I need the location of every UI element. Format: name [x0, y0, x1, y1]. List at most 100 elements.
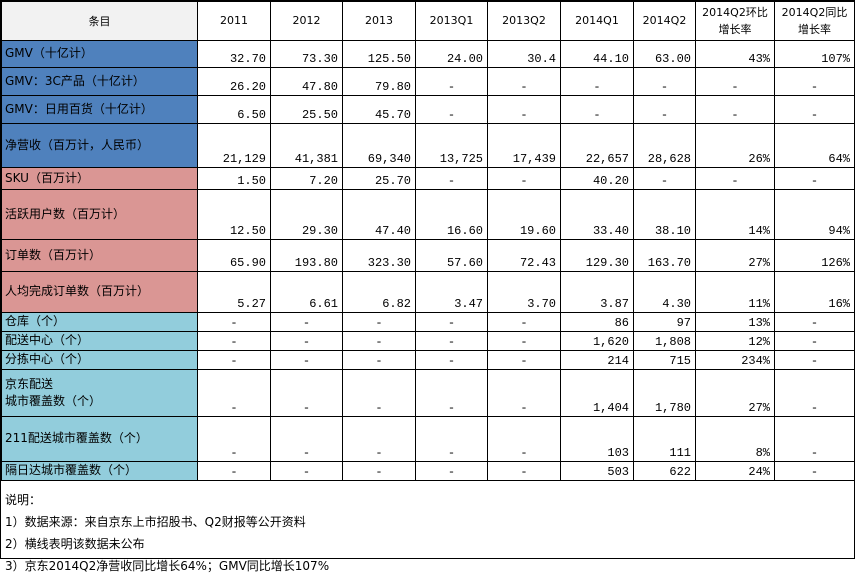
- value-cell: -: [487, 416, 561, 462]
- row-label: 京东配送 城市覆盖数（个）: [1, 369, 198, 417]
- value-cell: 1,780: [633, 369, 696, 417]
- value-cell: -: [633, 95, 696, 124]
- value-cell: 323.30: [342, 239, 416, 272]
- data-row: 211配送城市覆盖数（个） - - - - -103 111 8% -: [1, 416, 855, 462]
- value-cell: 26.20: [197, 67, 271, 96]
- value-cell: 65.90: [197, 239, 271, 272]
- value-cell: -: [774, 369, 855, 417]
- value-cell: -: [197, 312, 271, 332]
- value-cell: -: [774, 67, 855, 96]
- value-cell: -: [270, 416, 343, 462]
- value-cell: -: [270, 461, 343, 481]
- value-cell: 28,628: [633, 123, 696, 168]
- data-row: 人均完成订单数（百万计） 5.27 6.61 6.82 3.47 3.70 3.87 4.30…: [1, 271, 855, 313]
- value-cell: 1.50: [197, 167, 271, 190]
- value-cell: 3.70: [487, 271, 561, 313]
- value-cell: 6.82: [342, 271, 416, 313]
- value-cell: -: [774, 312, 855, 332]
- notes: 说明： 1）数据来源：来自京东上市招股书、Q2财报等公开资料 2）横线表明该数据未公…: [1, 481, 854, 577]
- value-cell: 14%: [695, 189, 775, 240]
- note-line: 2）横线表明该数据未公布: [5, 537, 145, 551]
- value-cell: 47.80: [270, 67, 343, 96]
- header-cell: 2011: [197, 1, 271, 41]
- value-cell: 32.70: [197, 40, 271, 68]
- value-cell: -: [487, 350, 561, 370]
- value-cell: -: [415, 350, 488, 370]
- data-row: 京东配送 城市覆盖数（个） - - - - -1,404 1,780 27% -: [1, 369, 855, 417]
- value-cell: -: [342, 312, 416, 332]
- value-cell: -: [774, 167, 855, 190]
- value-cell: -: [695, 95, 775, 124]
- value-cell: 163.70: [633, 239, 696, 272]
- value-cell: 1,404: [560, 369, 634, 417]
- value-cell: 214: [560, 350, 634, 370]
- value-cell: 17,439: [487, 123, 561, 168]
- value-cell: 30.4: [487, 40, 561, 68]
- value-cell: -: [487, 331, 561, 351]
- value-cell: -: [487, 461, 561, 481]
- value-cell: 5.27: [197, 271, 271, 313]
- value-cell: 111: [633, 416, 696, 462]
- value-cell: -: [695, 67, 775, 96]
- value-cell: -: [774, 416, 855, 462]
- value-cell: -: [415, 95, 488, 124]
- value-cell: 21,129: [197, 123, 271, 168]
- value-cell: -: [774, 350, 855, 370]
- value-cell: 8%: [695, 416, 775, 462]
- value-cell: -: [342, 369, 416, 417]
- value-cell: 73.30: [270, 40, 343, 68]
- value-cell: -: [270, 350, 343, 370]
- value-cell: 12.50: [197, 189, 271, 240]
- value-cell: 6.61: [270, 271, 343, 313]
- data-row: 配送中心（个） - - - - -1,620 1,808 12% -: [1, 331, 855, 351]
- value-cell: -: [197, 461, 271, 481]
- value-cell: -: [633, 167, 696, 190]
- header-row: 条目 2011 2012 2013 2013Q1 2013Q2 2014Q1 2014Q2 20…: [1, 1, 855, 41]
- value-cell: -: [342, 416, 416, 462]
- value-cell: -: [415, 67, 488, 96]
- data-row: 活跃用户数（百万计） 12.50 29.30 47.40 16.60 19.60 33.40…: [1, 189, 855, 240]
- value-cell: 29.30: [270, 189, 343, 240]
- value-cell: 4.30: [633, 271, 696, 313]
- value-cell: 13,725: [415, 123, 488, 168]
- value-cell: 234%: [695, 350, 775, 370]
- value-cell: -: [487, 312, 561, 332]
- data-row: 隔日达城市覆盖数（个） - - - - -503 622 24% -: [1, 461, 855, 481]
- value-cell: -: [415, 461, 488, 481]
- value-cell: -: [415, 416, 488, 462]
- header-cell: 2014Q1: [560, 1, 634, 41]
- value-cell: -: [197, 369, 271, 417]
- value-cell: -: [270, 331, 343, 351]
- value-cell: 19.60: [487, 189, 561, 240]
- value-cell: -: [270, 369, 343, 417]
- value-cell: -: [415, 312, 488, 332]
- value-cell: 86: [560, 312, 634, 332]
- row-label: 仓库（个）: [1, 312, 198, 332]
- value-cell: -: [560, 95, 634, 124]
- data-row: GMV（十亿计） 32.70 73.30 125.50 24.00 30.4 44.10 63…: [1, 40, 855, 68]
- value-cell: -: [415, 331, 488, 351]
- header-cell: 2014Q2: [633, 1, 696, 41]
- value-cell: 47.40: [342, 189, 416, 240]
- row-label: 配送中心（个）: [1, 331, 198, 351]
- value-cell: 16%: [774, 271, 855, 313]
- value-cell: -: [487, 67, 561, 96]
- value-cell: 503: [560, 461, 634, 481]
- value-cell: 622: [633, 461, 696, 481]
- value-cell: -: [415, 167, 488, 190]
- note-line: 1）数据来源：来自京东上市招股书、Q2财报等公开资料: [5, 515, 306, 529]
- value-cell: 25.70: [342, 167, 416, 190]
- value-cell: 64%: [774, 123, 855, 168]
- value-cell: 715: [633, 350, 696, 370]
- value-cell: 3.87: [560, 271, 634, 313]
- value-cell: -: [774, 95, 855, 124]
- value-cell: -: [197, 350, 271, 370]
- value-cell: 3.47: [415, 271, 488, 313]
- value-cell: -: [270, 312, 343, 332]
- header-cell: 2013Q1: [415, 1, 488, 41]
- value-cell: 12%: [695, 331, 775, 351]
- data-row: GMV：3C产品（十亿计） 26.20 47.80 79.80- - - - - -: [1, 67, 855, 96]
- value-cell: 33.40: [560, 189, 634, 240]
- data-table: 条目 2011 2012 2013 2013Q1 2013Q2 2014Q1 2014Q2 20…: [1, 1, 855, 481]
